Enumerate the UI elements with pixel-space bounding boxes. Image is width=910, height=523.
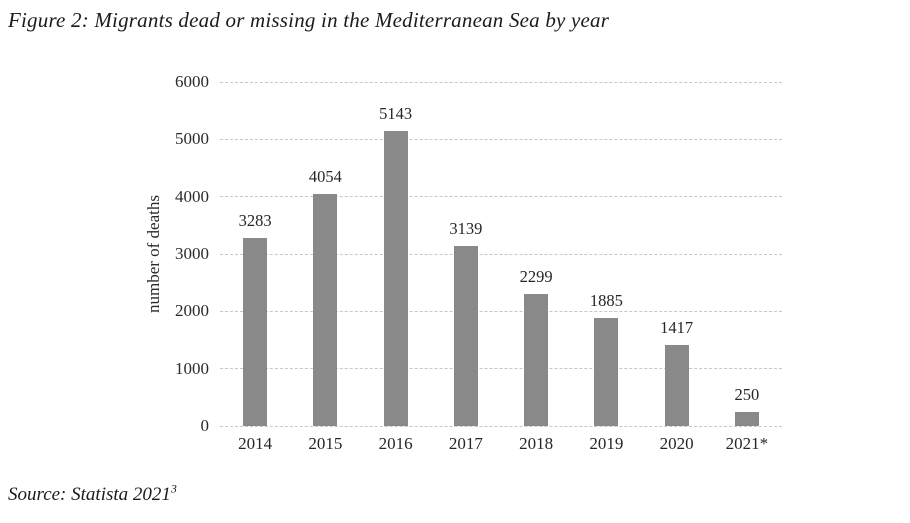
- x-tick-label-2017: 2017: [448, 434, 483, 453]
- bar-2017: [453, 246, 478, 426]
- y-tick-label-1000: 1000: [175, 358, 209, 378]
- gridline-6000: [220, 81, 782, 83]
- source-note: Source: Statista 20213: [8, 481, 177, 506]
- source-footnote-superscript: 3: [170, 481, 177, 496]
- x-axis-tick-labels: 2014 2015 2016 2017 2018 2019 2020 2021*: [220, 434, 782, 458]
- gridline-4000: [220, 196, 782, 198]
- bar-group-2016: 5143: [361, 82, 431, 426]
- gridline-0: [220, 425, 782, 427]
- bar-group-2020: 1417: [642, 82, 712, 426]
- bar-value-label-2020: 1417: [660, 317, 694, 337]
- bar-value-label-2014: 3283: [238, 210, 272, 230]
- x-tick-label-2015: 2015: [308, 434, 343, 453]
- figure-title: Figure 2: Migrants dead or missing in th…: [8, 8, 610, 32]
- bar-2015: [313, 193, 338, 426]
- y-tick-label-3000: 3000: [175, 244, 209, 263]
- y-tick-label-6000: 6000: [175, 72, 209, 91]
- source-text: Source: Statista 2021: [8, 484, 171, 505]
- bar-value-label-2015: 4054: [308, 166, 342, 186]
- y-tick-label-4000: 4000: [175, 186, 209, 206]
- bar-value-label-2017: 3139: [449, 219, 483, 239]
- plot-area: 3283 4054 5143 3139 2299 1885 1417 250: [220, 81, 782, 427]
- x-tick-label-2019: 2019: [589, 434, 624, 453]
- bar-group-2018: 2299: [501, 82, 571, 426]
- gridline-1000: [220, 368, 782, 370]
- y-tick-label-2000: 2000: [175, 301, 209, 321]
- x-tick-label-2020: 2020: [659, 434, 694, 453]
- bar-group-2017: 3139: [431, 82, 501, 426]
- x-tick-label-2018: 2018: [519, 434, 554, 453]
- bar-2016: [383, 131, 408, 426]
- bar-value-label-2021*: 250: [734, 384, 760, 404]
- bar-2021*: [734, 411, 759, 426]
- bar-group-2014: 3283: [220, 82, 290, 426]
- y-axis-tick-labels: 0 1000 2000 3000 4000 5000 6000: [120, 72, 209, 435]
- gridline-5000: [220, 138, 782, 140]
- x-tick-label-2021*: 2021*: [725, 434, 769, 453]
- bar-group-2015: 4054: [290, 82, 360, 426]
- y-tick-label-5000: 5000: [175, 129, 209, 149]
- bar-2019: [594, 317, 619, 426]
- bar-2020: [664, 344, 689, 426]
- bar-group-2021*: 250: [712, 82, 782, 426]
- x-tick-label-2014: 2014: [238, 434, 273, 453]
- gridline-3000: [220, 253, 782, 255]
- bar-value-label-2019: 1885: [589, 290, 623, 310]
- y-tick-label-0: 0: [200, 416, 210, 435]
- bar-group-2019: 1885: [571, 82, 641, 426]
- bar-2014: [243, 237, 268, 426]
- bar-chart: number of deaths 0 1000 2000 3000 4000 5000 60…: [0, 60, 910, 460]
- bar-value-label-2016: 5143: [379, 104, 413, 124]
- gridline-2000: [220, 310, 782, 312]
- bar-2018: [524, 294, 549, 426]
- bar-value-label-2018: 2299: [519, 267, 553, 287]
- x-tick-label-2016: 2016: [378, 434, 413, 453]
